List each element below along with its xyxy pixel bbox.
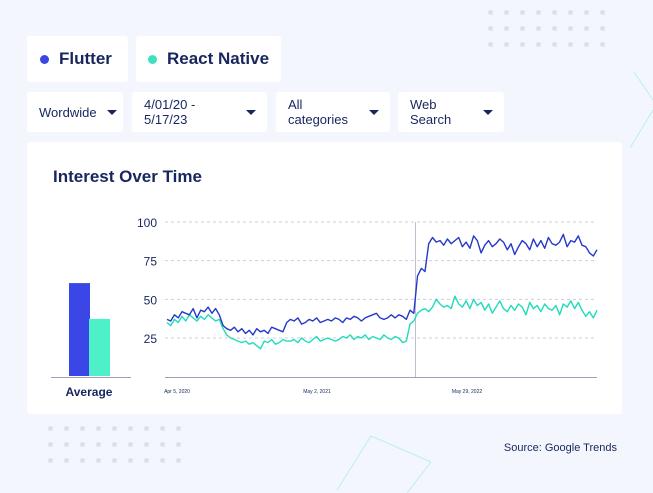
decorative-dot [160,458,165,463]
decorative-dot [568,42,573,47]
decorative-dot [520,42,525,47]
decorative-dot [112,458,117,463]
decorative-dot [96,458,101,463]
decorative-dot [128,426,133,431]
decorative-dot [160,442,165,447]
region-dropdown-label: Wordwide [39,104,97,120]
caret-down-icon [483,109,493,115]
caret-down-icon [369,109,379,115]
chart-area: Average 25 50 75 100 Apr 5, 2020 May 2, 2021 Ma… [51,216,598,399]
decorative-dot [80,426,85,431]
decorative-dot [176,442,181,447]
legend-flutter[interactable]: Flutter [27,36,128,82]
y-tick-label-50: 50 [144,293,158,307]
category-dropdown[interactable]: All categories [276,92,390,132]
y-tick-label-25: 25 [144,332,158,346]
decorative-dot-grid-bottom [48,426,181,463]
legend-flutter-label: Flutter [59,49,112,68]
x-tick-label: Apr 5, 2020 [164,389,190,395]
decorative-dot [568,10,573,15]
x-tick-label: May 2, 2021 [303,389,331,395]
category-dropdown-label: All categories [288,97,348,127]
decorative-dot [552,26,557,31]
decorative-dot [536,10,541,15]
series-line-flutter [166,233,598,336]
caret-down-icon [106,109,117,115]
decorative-dot [128,458,133,463]
decorative-dot [552,42,557,47]
decorative-dot [504,10,509,15]
decorative-outline-bottom [336,435,432,493]
decorative-dot [64,442,69,447]
decorative-dot [504,42,509,47]
date-range-dropdown[interactable]: 4/01/20 - 5/17/23 [132,92,267,132]
decorative-dot [80,458,85,463]
decorative-dot [48,442,53,447]
x-tick-label: May 29, 2022 [452,389,483,395]
date-range-dropdown-label: 4/01/20 - 5/17/23 [144,97,196,127]
decorative-outline-top-right [629,71,653,149]
card-title: Interest Over Time [53,167,202,186]
y-tick-label-75: 75 [144,255,158,269]
decorative-dot [584,26,589,31]
decorative-dot [488,42,493,47]
decorative-dot [488,26,493,31]
decorative-dot [584,42,589,47]
decorative-dot [600,42,605,47]
react-native-dot-icon [148,54,157,64]
flutter-dot-icon [40,54,49,64]
decorative-dot [112,426,117,431]
decorative-dot [176,458,181,463]
average-label: Average [66,385,113,399]
decorative-dot [536,26,541,31]
decorative-dot [176,426,181,431]
decorative-dot [64,426,69,431]
interest-over-time-card: Interest Over Time Average 25 50 75 100 Apr 5… [27,142,622,414]
decorative-dot [96,426,101,431]
decorative-dot [584,10,589,15]
decorative-dot [536,42,541,47]
decorative-dot [128,442,133,447]
series-line-react-native [166,295,598,350]
decorative-dot [520,10,525,15]
y-tick-label-100: 100 [137,216,157,230]
decorative-dot [552,10,557,15]
decorative-dot [144,442,149,447]
search-type-dropdown-label: Web Search [410,97,452,127]
decorative-dot [48,458,53,463]
decorative-dot [144,426,149,431]
decorative-dot-grid-top [488,10,605,47]
decorative-dot [600,26,605,31]
caret-down-icon [246,109,256,115]
decorative-dot [96,442,101,447]
decorative-dot [600,10,605,15]
decorative-dot [520,26,525,31]
decorative-dot [48,426,53,431]
decorative-dot [488,10,493,15]
source-note: Source: Google Trends [503,442,617,454]
legend-react-native-label: React Native [167,49,270,68]
decorative-dot [80,442,85,447]
decorative-dot [144,458,149,463]
decorative-dot [504,26,509,31]
decorative-dot [160,426,165,431]
decorative-dot [112,442,117,447]
decorative-dot [64,458,69,463]
average-bar-react-native [89,318,110,376]
average-bar-flutter [69,283,90,376]
search-type-dropdown[interactable]: Web Search [398,92,504,132]
decorative-dot [568,26,573,31]
legend-react-native[interactable]: React Native [136,36,281,82]
region-dropdown[interactable]: Wordwide [27,92,123,132]
